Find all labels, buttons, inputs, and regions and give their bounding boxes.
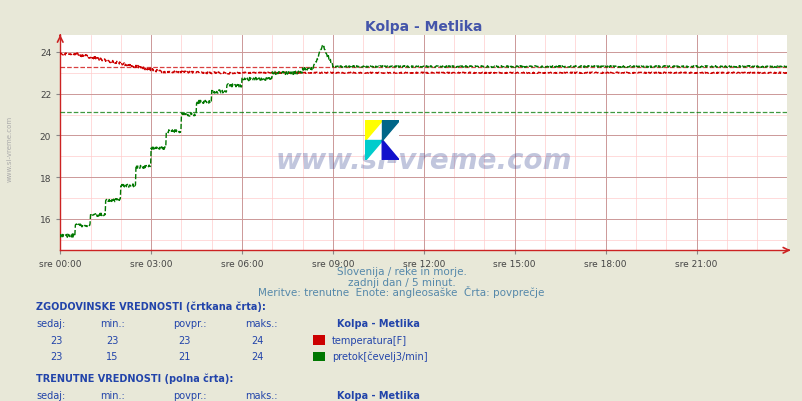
Text: www.si-vreme.com: www.si-vreme.com [6, 115, 13, 181]
Text: temperatura[F]: temperatura[F] [331, 335, 407, 344]
Text: Kolpa - Metlika: Kolpa - Metlika [337, 318, 419, 328]
Text: min.:: min.: [100, 318, 125, 328]
Text: 23: 23 [106, 335, 119, 344]
Text: povpr.:: povpr.: [172, 390, 206, 400]
Text: 23: 23 [178, 335, 191, 344]
Polygon shape [365, 140, 382, 160]
Text: 23: 23 [50, 335, 63, 344]
Polygon shape [382, 140, 399, 160]
Polygon shape [365, 120, 382, 140]
Text: ZGODOVINSKE VREDNOSTI (črtkana črta):: ZGODOVINSKE VREDNOSTI (črtkana črta): [36, 300, 265, 311]
Text: Meritve: trenutne  Enote: angleosaške  Črta: povprečje: Meritve: trenutne Enote: angleosaške Črt… [258, 286, 544, 298]
Text: pretok[čevelj3/min]: pretok[čevelj3/min] [331, 351, 427, 362]
Text: min.:: min.: [100, 390, 125, 400]
Text: sedaj:: sedaj: [36, 318, 65, 328]
Text: TRENUTNE VREDNOSTI (polna črta):: TRENUTNE VREDNOSTI (polna črta): [36, 372, 233, 383]
Title: Kolpa - Metlika: Kolpa - Metlika [364, 20, 482, 34]
Text: povpr.:: povpr.: [172, 318, 206, 328]
Polygon shape [382, 120, 399, 140]
Text: Kolpa - Metlika: Kolpa - Metlika [337, 390, 419, 400]
Text: 24: 24 [250, 335, 263, 344]
Text: maks.:: maks.: [245, 318, 277, 328]
Text: zadnji dan / 5 minut.: zadnji dan / 5 minut. [347, 277, 455, 288]
Text: www.si-vreme.com: www.si-vreme.com [275, 146, 571, 174]
Text: Slovenija / reke in morje.: Slovenija / reke in morje. [336, 267, 466, 277]
Text: 21: 21 [178, 352, 191, 362]
Text: 23: 23 [50, 352, 63, 362]
Text: 24: 24 [250, 352, 263, 362]
Text: sedaj:: sedaj: [36, 390, 65, 400]
Text: 15: 15 [106, 352, 119, 362]
Text: maks.:: maks.: [245, 390, 277, 400]
